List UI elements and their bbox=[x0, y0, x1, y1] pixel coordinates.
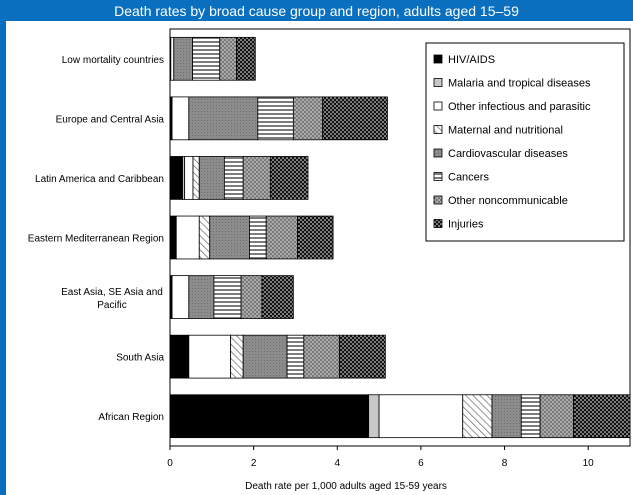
legend-label-injuries: Injuries bbox=[448, 219, 484, 231]
bars-group bbox=[169, 36, 631, 439]
bar-europe-and-central-asia-other-infectious-and-parasitic bbox=[171, 96, 190, 141]
bar-latin-america-and-caribbean-cardiovascular-diseases bbox=[198, 156, 225, 200]
category-label-europe-and-central-asia: Europe and Central Asia bbox=[56, 114, 165, 125]
bar-latin-america-and-caribbean-maternal-and-nutritional bbox=[192, 156, 200, 200]
legend-swatch-injuries bbox=[433, 219, 443, 228]
stacked-bar-chart: Low mortality countries Europe and Centra… bbox=[28, 28, 631, 492]
bar-europe-and-central-asia-cardiovascular-diseases bbox=[188, 96, 259, 141]
x-tick-label: 10 bbox=[583, 458, 595, 469]
bar-african-region-hiv-aids bbox=[169, 394, 370, 439]
x-tick-label: 6 bbox=[418, 458, 424, 469]
bar-african-region-cardiovascular-diseases bbox=[491, 394, 522, 439]
legend: HIV/AIDS Malaria and tropical diseases Oth… bbox=[425, 42, 625, 242]
bar-south-asia-hiv-aids bbox=[169, 334, 190, 379]
bar-latin-america-and-caribbean-injuries bbox=[269, 156, 309, 200]
bar-south-asia-cancers bbox=[286, 334, 305, 379]
category-labels: Low mortality countries Europe and Centra… bbox=[28, 55, 165, 423]
bar-east-asia-se-asia-and-pacific-other-noncommunicable bbox=[240, 275, 263, 319]
category-label-east-asia-se-asia-and-pacific: East Asia, SE Asia and Pacific bbox=[61, 287, 163, 311]
bar-eastern-mediterranean-region-cancers bbox=[249, 215, 267, 260]
category-label-eastern-mediterranean-region: Eastern Mediterranean Region bbox=[28, 234, 164, 245]
legend-swatch-hiv-aids bbox=[433, 54, 443, 64]
x-tick-label: 4 bbox=[334, 458, 340, 469]
legend-label-hiv-aids: HIV/AIDS bbox=[448, 54, 495, 66]
bar-east-asia-se-asia-and-pacific-cancers bbox=[213, 275, 242, 319]
bar-african-region-injuries bbox=[573, 394, 631, 439]
bar-east-asia-se-asia-and-pacific-other-infectious-and-parasitic bbox=[171, 275, 190, 319]
bar-europe-and-central-asia-cancers bbox=[257, 96, 294, 141]
chart-panel: Low mortality countries Europe and Centra… bbox=[6, 21, 633, 495]
bar-latin-america-and-caribbean-other-noncommunicable bbox=[242, 156, 271, 200]
bar-eastern-mediterranean-region-other-infectious-and-parasitic bbox=[175, 215, 200, 260]
bar-african-region-other-noncommunicable bbox=[539, 394, 574, 439]
legend-label-malaria-and-tropical-diseases: Malaria and tropical diseases bbox=[448, 78, 591, 90]
x-tick-label: 2 bbox=[251, 458, 257, 469]
x-axis-ticks: 02468101 bbox=[167, 446, 595, 469]
legend-box bbox=[425, 42, 625, 242]
bar-latin-america-and-caribbean-other-infectious-and-parasitic bbox=[184, 156, 194, 200]
bar-east-asia-se-asia-and-pacific-cardiovascular-diseases bbox=[188, 275, 215, 319]
legend-swatch-cancers bbox=[433, 172, 443, 181]
bar-low-mortality-countries-cancers bbox=[192, 36, 221, 81]
bar-african-region-maternal-and-nutritional bbox=[462, 394, 493, 439]
legend-label-maternal-and-nutritional: Maternal and nutritional bbox=[448, 125, 563, 137]
bar-latin-america-and-caribbean-cancers bbox=[223, 156, 244, 200]
bar-african-region-other-infectious-and-parasitic bbox=[378, 394, 464, 439]
bar-south-asia-other-infectious-and-parasitic bbox=[188, 334, 232, 379]
legend-swatch-maternal-and-nutritional bbox=[433, 125, 443, 134]
bar-low-mortality-countries-injuries bbox=[236, 36, 256, 81]
bar-eastern-mediterranean-region-hiv-aids bbox=[169, 215, 177, 260]
bar-african-region-cancers bbox=[520, 394, 541, 439]
bar-eastern-mediterranean-region-cardiovascular-diseases bbox=[209, 215, 250, 260]
legend-label-other-infectious-and-parasitic: Other infectious and parasitic bbox=[448, 101, 591, 113]
legend-label-other-noncommunicable: Other noncommunicable bbox=[448, 195, 568, 207]
legend-swatch-other-infectious-and-parasitic bbox=[433, 101, 443, 111]
bar-south-asia-cardiovascular-diseases bbox=[242, 334, 288, 379]
bar-south-asia-injuries bbox=[338, 334, 386, 379]
legend-swatch-cardiovascular-diseases bbox=[433, 148, 443, 158]
bar-low-mortality-countries-other-infectious-and-parasitic bbox=[170, 36, 175, 81]
x-tick-label: 0 bbox=[167, 458, 173, 469]
bar-east-asia-se-asia-and-pacific-injuries bbox=[261, 275, 294, 319]
chart-title: Death rates by broad cause group and reg… bbox=[114, 3, 519, 19]
x-axis-label: Death rate per 1,000 adults aged 15-59 y… bbox=[245, 481, 447, 492]
bar-eastern-mediterranean-region-maternal-and-nutritional bbox=[198, 215, 211, 260]
bar-europe-and-central-asia-injuries bbox=[322, 96, 388, 141]
legend-label-cardiovascular-diseases: Cardiovascular diseases bbox=[448, 148, 568, 160]
legend-label-cancers: Cancers bbox=[448, 172, 489, 184]
category-label-low-mortality-countries: Low mortality countries bbox=[62, 55, 164, 66]
bar-latin-america-and-caribbean-hiv-aids bbox=[169, 156, 183, 200]
bar-low-mortality-countries-other-noncommunicable bbox=[219, 36, 237, 81]
bar-eastern-mediterranean-region-injuries bbox=[297, 215, 334, 260]
bar-african-region-malaria-and-tropical-diseases bbox=[368, 394, 380, 439]
legend-swatch-malaria-and-tropical-diseases bbox=[433, 78, 443, 87]
bar-south-asia-maternal-and-nutritional bbox=[230, 334, 244, 379]
bar-low-mortality-countries-cardiovascular-diseases bbox=[173, 36, 193, 81]
bar-eastern-mediterranean-region-other-noncommunicable bbox=[265, 215, 298, 260]
category-label-latin-america-and-caribbean: Latin America and Caribbean bbox=[35, 174, 164, 185]
legend-swatch-other-noncommunicable bbox=[433, 195, 443, 205]
x-tick-label: 8 bbox=[502, 458, 508, 469]
category-label-african-region: African Region bbox=[98, 412, 164, 423]
bar-europe-and-central-asia-other-noncommunicable bbox=[292, 96, 324, 141]
bar-south-asia-other-noncommunicable bbox=[303, 334, 340, 379]
category-label-south-asia: South Asia bbox=[116, 353, 164, 364]
